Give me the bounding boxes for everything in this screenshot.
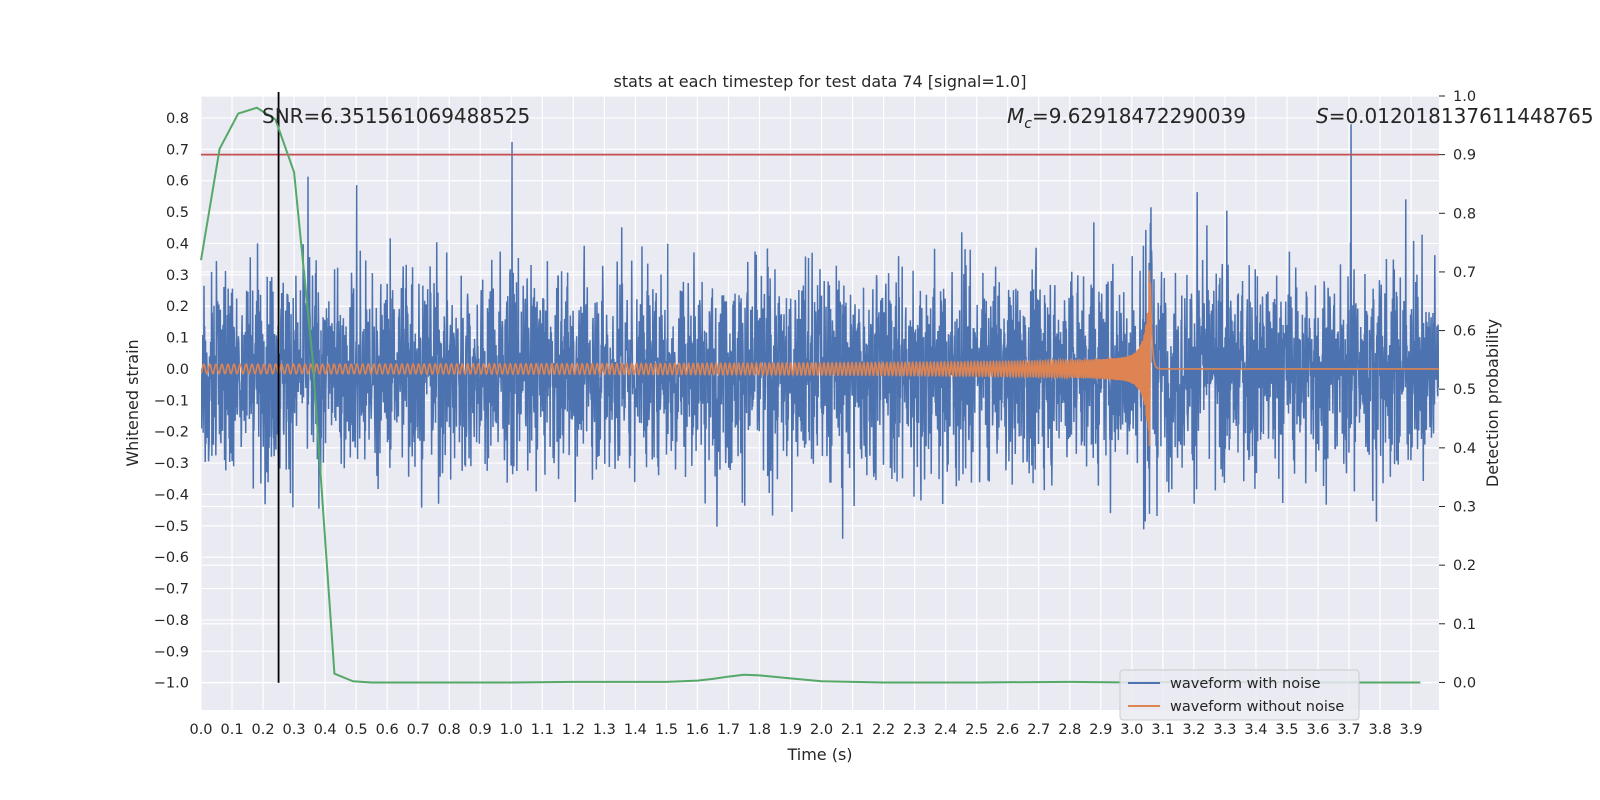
waveform-without-noise-line [201, 270, 1439, 446]
y2-tick-label: 0.9 [1453, 148, 1476, 164]
x-tick-label: 0.6 [376, 722, 399, 738]
spin-annotation: S=0.012018137611448765 [1316, 104, 1594, 128]
y2-tick-label: 0.2 [1453, 558, 1476, 574]
y-tick-label: −0.1 [154, 393, 189, 409]
x-tick-label: 1.8 [748, 722, 771, 738]
legend-label-clean: waveform without noise [1170, 699, 1344, 715]
x-tick-label: 0.1 [220, 722, 243, 738]
y2-tick-label: 0.1 [1453, 617, 1476, 633]
y-axis-label: Whitened strain [123, 339, 142, 466]
chirp-mass-annotation: Mc=9.62918472290039 [1007, 104, 1246, 132]
y-tick-label: −0.9 [154, 644, 189, 660]
x-tick-label: 3.4 [1244, 722, 1267, 738]
x-tick-label: 1.4 [624, 722, 647, 738]
y-tick-label: 0.0 [166, 362, 189, 378]
y-tick-label: 0.2 [166, 299, 189, 315]
series-waveform-with-noise [201, 124, 1439, 539]
x-tick-label: 0.3 [283, 722, 306, 738]
y2-tick-label: 0.5 [1453, 382, 1476, 398]
y-tick-label: 0.8 [166, 111, 189, 127]
y-tick-label: −0.8 [154, 613, 189, 629]
x-tick-label: 2.0 [810, 722, 833, 738]
y-tick-label: 0.3 [166, 268, 189, 284]
series-detection-probability [200, 91, 1421, 684]
y2-tick-label: 0.8 [1453, 206, 1476, 222]
x-tick-label: 0.7 [407, 722, 430, 738]
x-tick-label: 1.1 [531, 722, 554, 738]
x-tick-label: 3.8 [1369, 722, 1392, 738]
x-tick-label: 2.1 [841, 722, 864, 738]
x-tick-label: 2.3 [903, 722, 926, 738]
legend-box [1119, 669, 1360, 721]
x-tick-label: 3.5 [1275, 722, 1298, 738]
x-axis-label: Time (s) [786, 745, 852, 764]
x-tick-label: 2.2 [872, 722, 895, 738]
x-tick-label: 3.0 [1120, 722, 1143, 738]
x-tick-label: 0.4 [314, 722, 337, 738]
y-tick-label: 0.4 [166, 236, 189, 252]
x-tick-label: 2.4 [934, 722, 957, 738]
y-tick-label: 0.7 [166, 142, 189, 158]
x-tick-label: 0.8 [438, 722, 461, 738]
x-tick-label: 3.3 [1213, 722, 1236, 738]
y-tick-label: −1.0 [154, 676, 189, 692]
x-tick-label: 2.7 [1027, 722, 1050, 738]
x-tick-label: 2.9 [1089, 722, 1112, 738]
y2-tick-label: 0.0 [1453, 675, 1476, 691]
x-tick-label: 2.8 [1058, 722, 1081, 738]
x-tick-label: 3.1 [1151, 722, 1174, 738]
x-tick-label: 2.5 [965, 722, 988, 738]
x-tick-label: 1.5 [655, 722, 678, 738]
detection-probability-line [200, 106, 1421, 684]
y2-tick-label: 0.6 [1453, 324, 1476, 340]
y-tick-label: 0.5 [166, 205, 189, 221]
series-waveform-without-noise [201, 270, 1439, 446]
x-tick-label: 1.0 [500, 722, 523, 738]
y-tick-label: −0.5 [154, 519, 189, 535]
x-tick-label: 0.0 [189, 722, 212, 738]
x-tick-label: 2.6 [996, 722, 1019, 738]
x-tick-label: 0.9 [469, 722, 492, 738]
y2-tick-label: 1.0 [1453, 89, 1476, 105]
x-tick-label: 1.2 [562, 722, 585, 738]
waveform-with-noise-line [201, 124, 1439, 539]
x-tick-label: 0.5 [345, 722, 368, 738]
y2-tick-label: 0.7 [1453, 265, 1476, 281]
x-tick-label: 1.7 [717, 722, 740, 738]
x-tick-label: 0.2 [252, 722, 275, 738]
y2-axis-label: Detection probability [1483, 319, 1502, 487]
legend-label-noise: waveform with noise [1170, 676, 1321, 692]
y-tick-label: −0.6 [154, 550, 189, 566]
legend: waveform with noise waveform without noi… [1119, 669, 1360, 721]
y-tick-label: 0.1 [166, 331, 189, 347]
x-tick-label: 3.2 [1182, 722, 1205, 738]
x-tick-label: 3.7 [1337, 722, 1360, 738]
x-tick-label: 1.6 [686, 722, 709, 738]
y-tick-label: −0.3 [154, 456, 189, 472]
ticks: 0.0 0.1 0.2 0.3 0.4 0.5 0.6 0.7 0.8 0.9 1.0 1.1 1.2 1… [154, 89, 1476, 738]
y2-tick-label: 0.4 [1453, 441, 1476, 457]
y-tick-label: −0.4 [154, 487, 189, 503]
snr-annotation: SNR=6.351561069488525 [262, 104, 530, 128]
y-tick-label: −0.7 [154, 582, 189, 598]
y-tick-label: −0.2 [154, 425, 189, 441]
x-tick-label: 1.9 [779, 722, 802, 738]
x-tick-label: 3.6 [1306, 722, 1329, 738]
y-tick-label: 0.6 [166, 174, 189, 190]
chart-title: stats at each timestep for test data 74 … [614, 72, 1027, 91]
x-tick-label: 3.9 [1400, 722, 1423, 738]
x-tick-label: 1.3 [593, 722, 616, 738]
y2-tick-label: 0.3 [1453, 500, 1476, 516]
